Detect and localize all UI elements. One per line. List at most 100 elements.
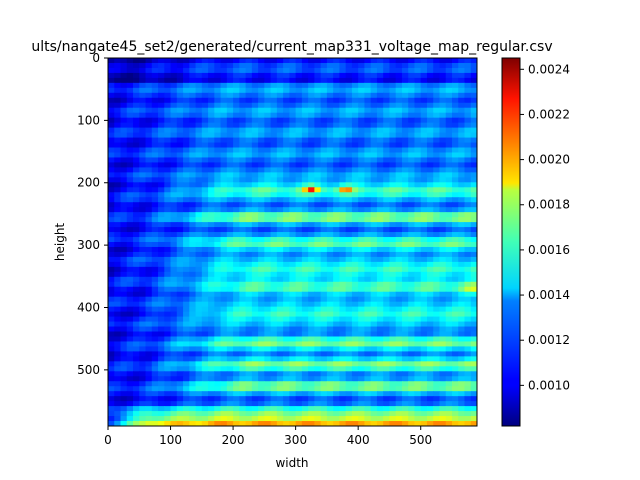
heatmap-cell <box>139 212 147 218</box>
heatmap-cell <box>333 291 340 298</box>
heatmap-cell <box>170 147 178 154</box>
heatmap-cell <box>201 396 209 402</box>
heatmap-cell <box>370 97 378 104</box>
heatmap-cell <box>276 242 284 248</box>
heatmap-cell <box>233 187 240 193</box>
heatmap-cell <box>420 137 428 144</box>
heatmap-cell <box>420 401 428 407</box>
heatmap-cell <box>426 331 434 338</box>
heatmap-cell <box>183 97 190 104</box>
heatmap-cell <box>445 251 453 258</box>
heatmap-cell <box>451 366 459 372</box>
heatmap-cell <box>445 227 453 233</box>
heatmap-cell <box>395 271 403 278</box>
heatmap-cell <box>408 351 416 357</box>
heatmap-cell <box>183 197 190 203</box>
heatmap-cell <box>245 256 253 263</box>
heatmap-cell <box>226 87 234 94</box>
heatmap-cell <box>108 58 115 64</box>
heatmap-cell <box>326 261 334 268</box>
heatmap-cell <box>114 376 122 382</box>
heatmap-cell <box>120 127 128 134</box>
heatmap-cell <box>195 271 203 278</box>
heatmap-cell <box>383 326 391 333</box>
heatmap-cell <box>426 396 434 402</box>
heatmap-cell <box>226 296 234 303</box>
heatmap-cell <box>251 401 259 407</box>
heatmap-cell <box>389 157 397 164</box>
heatmap-cell <box>151 147 159 154</box>
heatmap-cell <box>208 132 215 139</box>
heatmap-cell <box>370 271 378 278</box>
heatmap-cell <box>189 212 197 218</box>
heatmap-cell <box>401 122 409 129</box>
heatmap-cell <box>433 152 441 159</box>
heatmap-cell <box>401 301 409 308</box>
heatmap-cell <box>114 316 122 323</box>
heatmap-cell <box>389 122 397 129</box>
heatmap-cell <box>370 326 378 333</box>
heatmap-cell <box>370 147 378 154</box>
heatmap-cell <box>120 301 128 308</box>
heatmap-cell <box>464 67 472 74</box>
heatmap-cell <box>370 311 378 318</box>
heatmap-cell <box>139 246 147 253</box>
heatmap-cell <box>364 286 372 293</box>
heatmap-cell <box>326 291 334 298</box>
heatmap-cell <box>320 261 328 268</box>
heatmap-cell <box>414 391 422 397</box>
heatmap-cell <box>214 117 222 124</box>
heatmap-cell <box>214 77 222 84</box>
heatmap-cell <box>239 421 247 426</box>
heatmap-cell <box>251 266 259 273</box>
heatmap-cell <box>145 336 153 343</box>
heatmap-cell <box>389 251 397 258</box>
heatmap-cell <box>395 346 403 352</box>
heatmap-cell <box>464 147 472 154</box>
heatmap-cell <box>151 246 159 253</box>
heatmap-cell <box>376 386 384 392</box>
heatmap-cell <box>433 107 441 114</box>
heatmap-cell <box>326 72 334 79</box>
heatmap-cell <box>201 291 209 298</box>
heatmap-cell <box>370 167 378 173</box>
heatmap-cell <box>445 162 453 168</box>
heatmap-cell <box>233 336 240 343</box>
heatmap-cell <box>245 87 253 94</box>
heatmap-cell <box>301 376 309 382</box>
heatmap-cell <box>283 92 290 99</box>
heatmap-cell <box>414 406 422 412</box>
heatmap-cell <box>133 242 140 248</box>
y-tick-label: 0 <box>92 51 100 65</box>
heatmap-cell <box>270 396 278 402</box>
heatmap-cell <box>183 87 190 94</box>
heatmap-cell <box>358 152 366 159</box>
heatmap-cell <box>445 301 453 308</box>
heatmap-cell <box>214 192 222 198</box>
heatmap-cell <box>364 341 372 348</box>
heatmap-cell <box>389 256 397 263</box>
heatmap-cell <box>408 296 416 303</box>
heatmap-cell <box>133 281 140 288</box>
heatmap-cell <box>320 137 328 144</box>
heatmap-cell <box>245 286 253 293</box>
heatmap-cell <box>314 291 322 298</box>
heatmap-cell <box>120 187 128 193</box>
heatmap-cell <box>176 152 184 159</box>
heatmap-cell <box>351 132 359 139</box>
heatmap-cell <box>383 246 391 253</box>
heatmap-cell <box>395 137 403 144</box>
heatmap-cell <box>308 167 315 173</box>
heatmap-cell <box>220 416 228 422</box>
heatmap-cell <box>351 187 359 193</box>
x-tick-label: 200 <box>222 433 245 447</box>
heatmap-cell <box>189 137 197 144</box>
heatmap-cell <box>364 117 372 124</box>
heatmap-cell <box>201 386 209 392</box>
heatmap-cell <box>470 256 477 263</box>
heatmap-cell <box>426 421 434 426</box>
heatmap-cell <box>195 77 203 84</box>
heatmap-cell <box>301 92 309 99</box>
heatmap-cell <box>289 256 297 263</box>
heatmap-cell <box>214 112 222 119</box>
